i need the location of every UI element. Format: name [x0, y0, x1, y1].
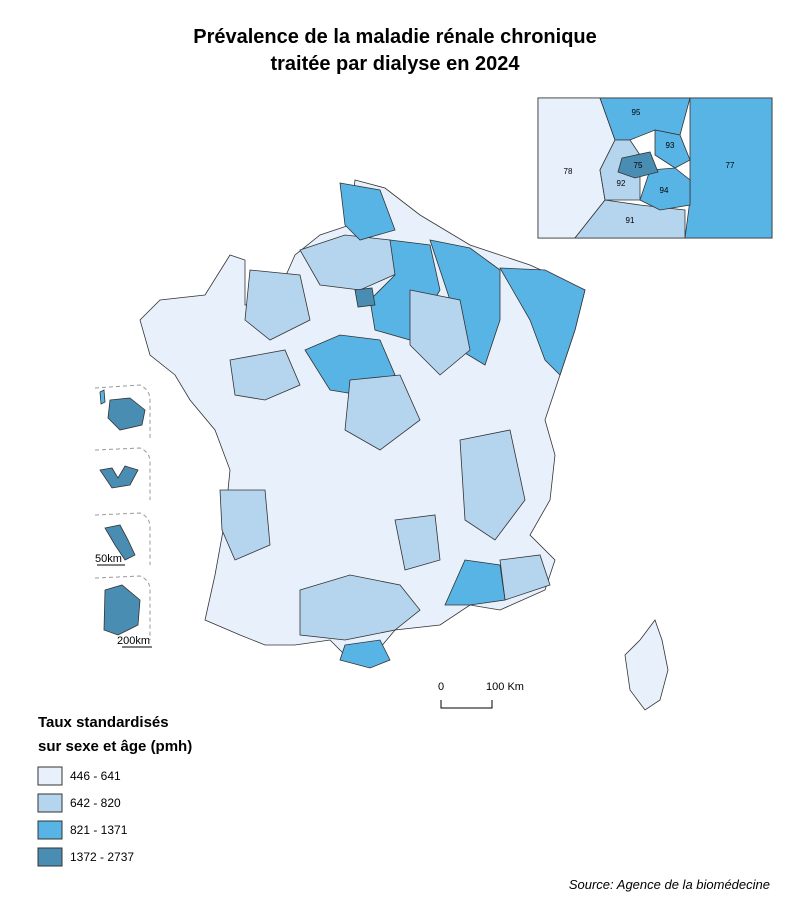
region — [339, 639, 391, 669]
legend-title: sur sexe et âge (pmh) — [38, 738, 192, 755]
island — [107, 397, 146, 431]
region — [219, 489, 271, 561]
department — [654, 129, 691, 169]
region — [499, 267, 586, 376]
region — [409, 289, 471, 376]
corsica — [624, 619, 669, 711]
island — [99, 389, 106, 405]
france-map — [139, 179, 669, 711]
region — [339, 182, 396, 241]
dept-label: 75 — [634, 161, 643, 170]
region — [244, 269, 311, 341]
region — [499, 554, 551, 601]
scale: 0 100 Km — [438, 681, 524, 709]
legend-swatch — [37, 793, 63, 813]
dept-label: 95 — [632, 108, 641, 117]
legend-label: 821 - 1371 — [70, 823, 128, 837]
region — [299, 574, 421, 641]
legend-swatch — [37, 766, 63, 786]
island — [99, 465, 139, 489]
dept-label: 93 — [666, 141, 675, 150]
scale-label: 200km — [117, 635, 150, 647]
legend-swatch — [37, 820, 63, 840]
region — [394, 514, 441, 571]
department — [617, 151, 659, 179]
dept-label: 77 — [726, 161, 735, 170]
region — [229, 349, 301, 401]
overseas: 50km 200km — [94, 384, 152, 648]
legend-title: Taux standardisés — [38, 714, 169, 731]
scale-label: 0 — [438, 681, 444, 693]
region — [444, 559, 506, 606]
scale-label: 50km — [95, 553, 122, 565]
legend-label: 1372 - 2737 — [70, 850, 134, 864]
dept-label: 94 — [660, 186, 669, 195]
title-line: traitée par dialyse en 2024 — [270, 53, 520, 75]
legend-label: 642 - 820 — [70, 796, 121, 810]
inset: 95 93 75 92 94 91 78 77 — [537, 97, 773, 239]
department — [599, 97, 691, 141]
dept-label: 92 — [617, 179, 626, 188]
region — [459, 429, 526, 541]
legend-swatch — [37, 847, 63, 867]
title-line: Prévalence de la maladie rénale chroniqu… — [193, 26, 597, 48]
region — [344, 374, 421, 451]
dept-label: 78 — [564, 167, 573, 176]
region — [354, 287, 376, 308]
legend-label: 446 - 641 — [70, 769, 121, 783]
legend: Taux standardisés sur sexe et âge (pmh) … — [37, 714, 192, 867]
island — [103, 584, 141, 636]
source: Source: Agence de la biomédecine — [569, 877, 770, 892]
dept-label: 91 — [626, 216, 635, 225]
island — [104, 524, 136, 561]
scale-label: 100 Km — [486, 681, 524, 693]
